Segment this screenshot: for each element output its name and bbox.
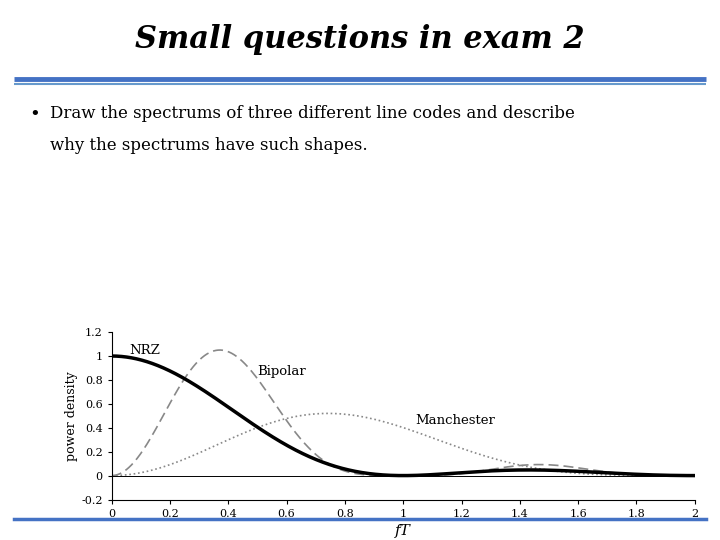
Text: Bipolar: Bipolar: [258, 365, 306, 378]
X-axis label: fT: fT: [395, 524, 411, 538]
Text: Draw the spectrums of three different line codes and describe: Draw the spectrums of three different li…: [50, 105, 575, 122]
Text: NRZ: NRZ: [129, 343, 160, 356]
Text: Manchester: Manchester: [415, 414, 495, 427]
Text: why the spectrums have such shapes.: why the spectrums have such shapes.: [50, 137, 368, 153]
Y-axis label: power density: power density: [66, 371, 78, 461]
Text: •: •: [29, 105, 40, 123]
Text: Small questions in exam 2: Small questions in exam 2: [135, 24, 585, 55]
